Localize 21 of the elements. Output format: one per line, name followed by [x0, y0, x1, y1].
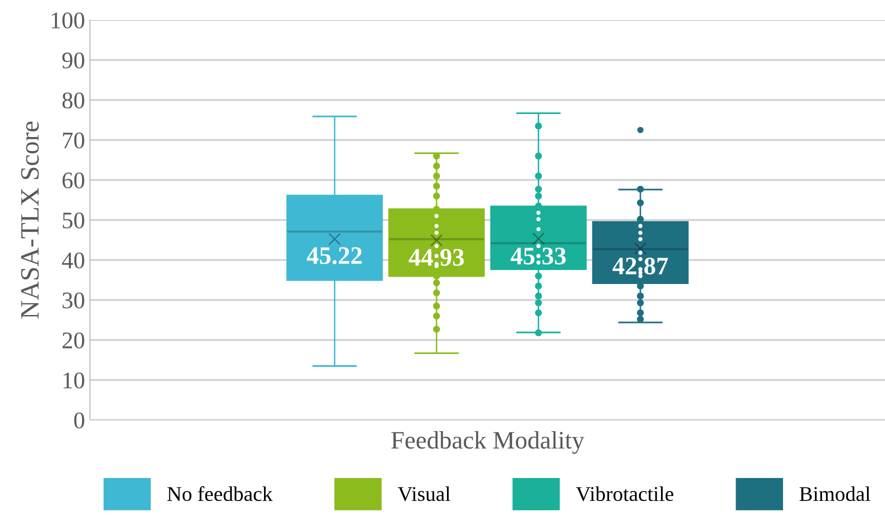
y-tick-label: 20	[62, 332, 84, 348]
y-tick-label: 50	[62, 212, 84, 228]
legend-label: Bimodal	[800, 486, 870, 502]
y-tick-label: 70	[63, 132, 84, 148]
legend-label: Vibrotactile	[576, 486, 674, 502]
y-tick-label: 30	[62, 292, 84, 308]
annotation: 42.87	[612, 258, 668, 275]
y-tick-label: 90	[62, 52, 84, 68]
x-axis-title: Feedback Modality	[391, 431, 584, 454]
annotation: 45.33	[510, 248, 566, 265]
y-tick-label: 10	[64, 372, 84, 388]
annotation: 45.22	[306, 247, 362, 264]
legend-label: No feedback	[167, 486, 273, 502]
y-tick-label: 0	[74, 412, 84, 428]
y-tick-label: 80	[62, 92, 84, 108]
y-tick-label: 100	[52, 12, 84, 28]
annotation: 44.93	[408, 249, 464, 266]
y-axis-title: NASA-TLX Score	[21, 122, 39, 319]
y-tick-label: 60	[62, 172, 84, 188]
legend-label: Visual	[398, 486, 450, 502]
y-tick-label: 40	[62, 252, 84, 268]
